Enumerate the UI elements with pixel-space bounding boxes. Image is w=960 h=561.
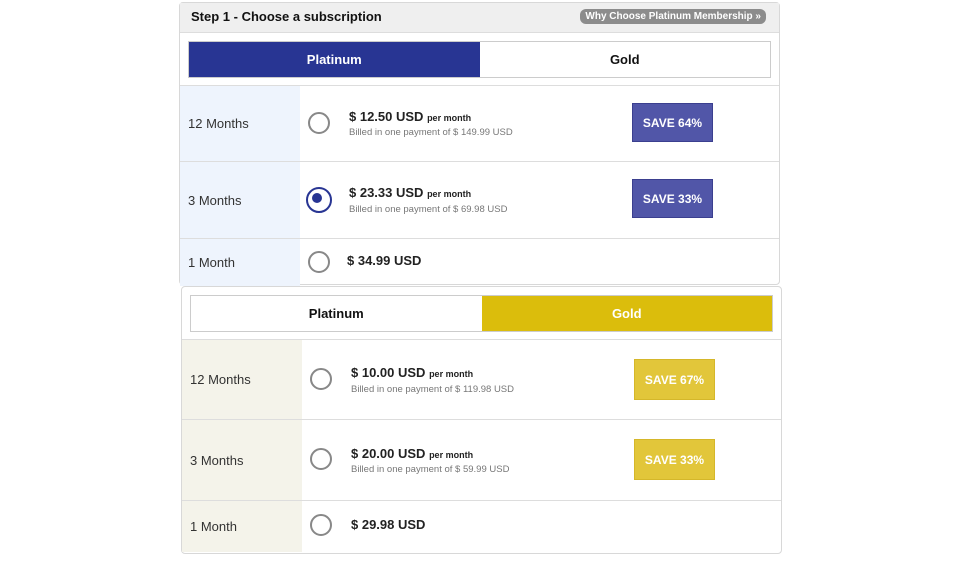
- plan-price: $ 20.00 USD per month: [351, 446, 473, 461]
- billed-note: Billed in one payment of $ 149.99 USD: [349, 127, 513, 138]
- plan-row-1-month[interactable]: 1 Month $ 29.98 USD: [182, 500, 781, 552]
- plan-row-12-months[interactable]: 12 Months $ 12.50 USD per month Billed i…: [180, 85, 779, 161]
- price-unit: per month: [429, 369, 474, 379]
- platinum-subscription-panel: Step 1 - Choose a subscription Why Choos…: [179, 2, 780, 286]
- tier-tabs: Platinum Gold: [190, 295, 773, 332]
- plan-term: 1 Month: [182, 501, 302, 552]
- plan-row-3-months[interactable]: 3 Months $ 23.33 USD per month Billed in…: [180, 161, 779, 238]
- plan-price: $ 34.99 USD: [347, 253, 422, 268]
- price-unit: per month: [427, 113, 472, 123]
- step-title: Step 1 - Choose a subscription: [191, 9, 382, 24]
- plan-term: 3 Months: [182, 420, 302, 500]
- plan-price: $ 23.33 USD per month: [349, 185, 471, 200]
- save-badge: SAVE 64%: [632, 103, 713, 142]
- price: $ 10.00 USD: [351, 365, 426, 380]
- billed-note: Billed in one payment of $ 59.99 USD: [351, 464, 510, 475]
- step-header: Step 1 - Choose a subscription Why Choos…: [180, 3, 779, 33]
- save-badge: SAVE 33%: [632, 179, 713, 218]
- plan-term: 12 Months: [180, 86, 300, 161]
- why-platinum-button[interactable]: Why Choose Platinum Membership »: [580, 9, 766, 24]
- price-unit: per month: [427, 189, 472, 199]
- gold-subscription-panel: Platinum Gold 12 Months $ 10.00 USD per …: [181, 286, 782, 554]
- tab-gold[interactable]: Gold: [481, 296, 772, 331]
- billed-note: Billed in one payment of $ 69.98 USD: [349, 204, 508, 215]
- save-badge: SAVE 33%: [634, 439, 715, 480]
- price-unit: per month: [429, 450, 474, 460]
- tab-gold[interactable]: Gold: [479, 42, 770, 77]
- price: $ 23.33 USD: [349, 185, 424, 200]
- plan-price: $ 10.00 USD per month: [351, 365, 473, 380]
- plan-radio[interactable]: [310, 448, 332, 470]
- plan-row-3-months[interactable]: 3 Months $ 20.00 USD per month Billed in…: [182, 419, 781, 500]
- tab-platinum[interactable]: Platinum: [189, 42, 480, 77]
- plan-price: $ 12.50 USD per month: [349, 109, 471, 124]
- price: $ 20.00 USD: [351, 446, 426, 461]
- price: $ 12.50 USD: [349, 109, 424, 124]
- plan-price: $ 29.98 USD: [351, 517, 426, 532]
- plan-radio[interactable]: [310, 514, 332, 536]
- tab-platinum[interactable]: Platinum: [191, 296, 482, 331]
- billed-note: Billed in one payment of $ 119.98 USD: [351, 384, 515, 395]
- plan-term: 3 Months: [180, 162, 300, 238]
- plan-row-12-months[interactable]: 12 Months $ 10.00 USD per month Billed i…: [182, 339, 781, 419]
- plan-term: 1 Month: [180, 239, 300, 286]
- plan-term: 12 Months: [182, 340, 302, 419]
- save-badge: SAVE 67%: [634, 359, 715, 400]
- plan-radio[interactable]: [310, 368, 332, 390]
- plan-row-1-month[interactable]: 1 Month $ 34.99 USD: [180, 238, 779, 286]
- plan-radio-selected[interactable]: [306, 187, 332, 213]
- plan-radio[interactable]: [308, 251, 330, 273]
- plan-radio[interactable]: [308, 112, 330, 134]
- tier-tabs: Platinum Gold: [188, 41, 771, 78]
